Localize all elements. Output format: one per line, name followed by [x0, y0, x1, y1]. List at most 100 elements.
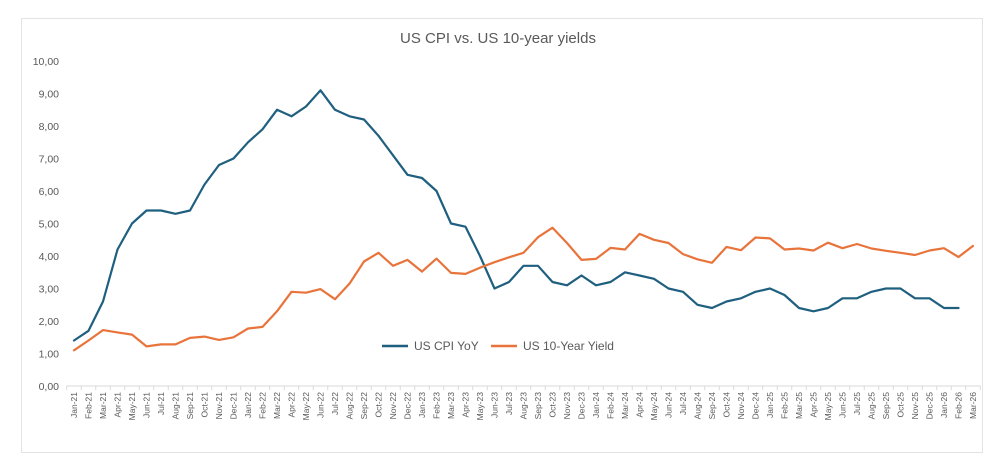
data-point-yield — [870, 247, 872, 249]
data-point-cpi — [682, 291, 684, 293]
legend: US CPI YoY US 10-Year Yield — [382, 339, 614, 353]
data-point-cpi — [435, 190, 437, 192]
data-point-yield — [305, 292, 307, 294]
x-tick-label: Jun-23 — [490, 392, 500, 418]
x-tick-label: Mar-25 — [794, 392, 804, 419]
data-point-yield — [899, 252, 901, 254]
x-tick-label: Oct-21 — [200, 392, 210, 418]
data-point-cpi — [116, 248, 118, 250]
data-point-yield — [160, 343, 162, 345]
data-point-cpi — [827, 307, 829, 309]
data-point-cpi — [261, 128, 263, 130]
x-tick-label: Jan-21 — [69, 392, 79, 418]
x-tick-label: Apr-24 — [635, 392, 645, 418]
data-point-cpi — [392, 154, 394, 156]
y-tick-label: 5,00 — [39, 219, 60, 231]
x-tick-label: Apr-22 — [287, 392, 297, 418]
x-tick-label: Sep-21 — [185, 392, 195, 420]
data-point-yield — [653, 239, 655, 241]
x-tick-label: Sep-25 — [881, 392, 891, 420]
data-point-cpi — [160, 209, 162, 211]
data-point-yield — [885, 250, 887, 252]
x-tick-label: May-25 — [823, 392, 833, 421]
chart-frame: US CPI vs. US 10-year yields 0,00 1,00 2,0… — [21, 18, 983, 453]
data-point-cpi — [609, 281, 611, 283]
x-tick-label: Feb-26 — [954, 392, 964, 419]
data-point-yield — [87, 339, 89, 341]
series-line-yield — [72, 226, 975, 352]
y-tick-label: 0,00 — [39, 381, 60, 393]
data-point-cpi — [203, 183, 205, 185]
x-tick-label: Dec-24 — [751, 392, 761, 420]
data-point-cpi — [551, 281, 553, 283]
data-point-cpi — [189, 209, 191, 211]
data-point-yield — [131, 333, 133, 335]
data-point-cpi — [290, 115, 292, 117]
line-chart: US CPI vs. US 10-year yields 0,00 1,00 2,0… — [33, 30, 981, 421]
x-tick-label: May-23 — [475, 392, 485, 421]
data-point-yield — [435, 257, 437, 259]
x-tick-label: Apr-23 — [461, 392, 471, 418]
data-point-yield — [740, 249, 742, 251]
x-tick-label: Aug-25 — [867, 392, 877, 420]
x-tick-label: Dec-21 — [229, 392, 239, 420]
x-tick-label: Dec-25 — [925, 392, 935, 420]
data-point-yield — [798, 247, 800, 249]
data-point-cpi — [667, 287, 669, 289]
data-point-cpi — [319, 89, 321, 91]
data-point-cpi — [740, 297, 742, 299]
x-tick-label: Jul-24 — [678, 392, 688, 415]
x-tick-label: Mar-22 — [272, 392, 282, 419]
data-point-cpi — [450, 222, 452, 224]
x-tick-label: May-24 — [649, 392, 659, 421]
data-point-yield — [102, 329, 104, 331]
x-tick-label: Oct-22 — [374, 392, 384, 418]
data-point-yield — [580, 259, 582, 261]
data-point-yield — [754, 236, 756, 238]
data-point-yield — [841, 247, 843, 249]
y-tick-label: 2,00 — [39, 316, 60, 328]
x-tick-label: Apr-21 — [113, 392, 123, 418]
data-point-cpi — [508, 281, 510, 283]
x-tick-label: Jan-22 — [243, 392, 253, 418]
data-point-yield — [769, 237, 771, 239]
x-tick-label: Oct-23 — [548, 392, 558, 418]
legend-label-cpi: US CPI YoY — [414, 339, 479, 353]
data-point-cpi — [566, 284, 568, 286]
x-tick-label: Aug-24 — [693, 392, 703, 420]
data-point-yield — [348, 282, 350, 284]
data-point-yield — [232, 336, 234, 338]
data-point-cpi — [305, 105, 307, 107]
x-tick-label: Sep-22 — [359, 392, 369, 420]
data-point-cpi — [131, 222, 133, 224]
data-point-yield — [725, 246, 727, 248]
x-tick-label: Jul-21 — [156, 392, 166, 415]
y-tick-label: 4,00 — [39, 251, 60, 263]
data-point-cpi — [580, 274, 582, 276]
x-tick-label: Sep-24 — [707, 392, 717, 420]
x-tick-label: Jun-21 — [142, 392, 152, 418]
x-tick-label: Feb-24 — [606, 392, 616, 419]
data-point-cpi — [856, 297, 858, 299]
x-tick-label: Feb-21 — [84, 392, 94, 419]
data-point-cpi — [754, 291, 756, 293]
data-point-yield — [363, 260, 365, 262]
data-point-yield — [537, 236, 539, 238]
x-tick-label: Nov-22 — [388, 392, 398, 420]
data-point-cpi — [638, 274, 640, 276]
y-axis: 0,00 1,00 2,00 3,00 4,00 5,00 6,00 7,00 8,00 9,00… — [33, 56, 59, 393]
data-point-cpi — [479, 255, 481, 257]
series-line-cpi — [72, 89, 960, 342]
data-point-cpi — [899, 287, 901, 289]
x-tick-label: Jan-26 — [939, 392, 949, 418]
data-point-cpi — [377, 135, 379, 137]
data-point-yield — [464, 273, 466, 275]
x-tick-label: Jun-24 — [664, 392, 674, 418]
x-tick-label: Aug-21 — [171, 392, 181, 420]
data-point-cpi — [522, 265, 524, 267]
x-tick-label: Apr-25 — [809, 392, 819, 418]
data-point-yield — [218, 339, 220, 341]
data-point-cpi — [102, 300, 104, 302]
x-tick-label: Jun-25 — [838, 392, 848, 418]
data-point-cpi — [537, 265, 539, 267]
